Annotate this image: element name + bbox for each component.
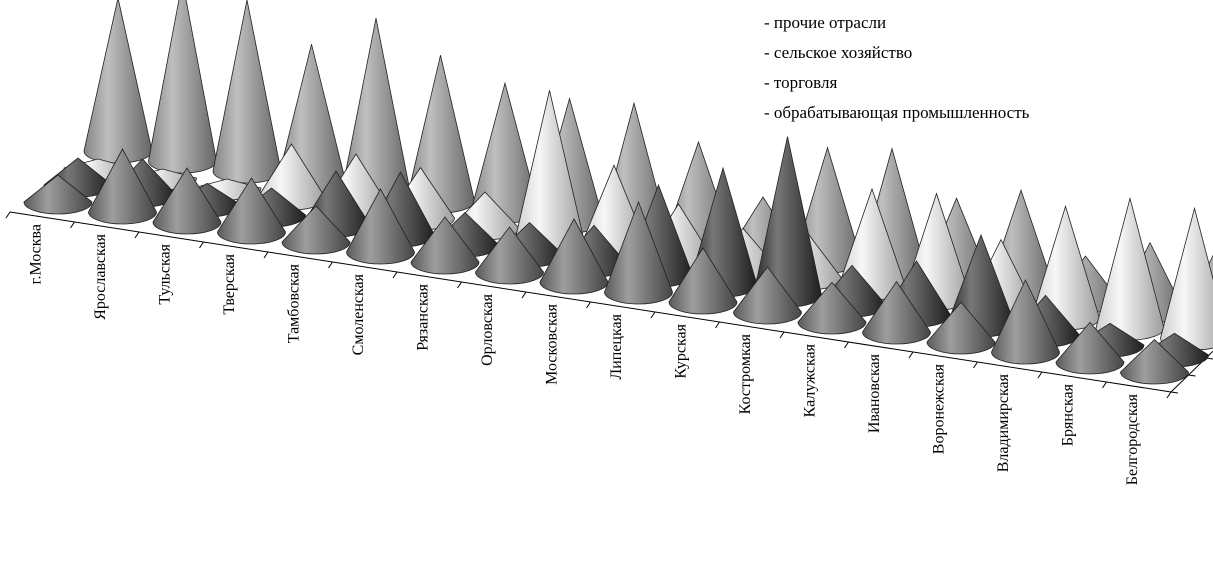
cone-body — [281, 205, 351, 255]
cone-body — [1120, 339, 1189, 385]
category-label: Воронежская — [930, 363, 947, 454]
category-label: Тульская — [156, 243, 173, 304]
cone-1-series-3 — [88, 148, 157, 225]
depth-tick — [1170, 391, 1179, 394]
category-tick — [973, 361, 978, 369]
cone-2-series-0 — [212, 0, 282, 184]
cone-body — [148, 0, 217, 174]
category-label: Костромкая — [737, 333, 754, 414]
category-tick — [328, 261, 333, 269]
category-tick — [650, 311, 656, 319]
cone-16-series-3 — [1055, 321, 1125, 375]
category-label: Брянская — [1059, 383, 1076, 446]
category-tick — [844, 341, 849, 349]
category-tick — [5, 211, 11, 219]
category-label: Рязанская — [414, 283, 431, 350]
cone-body — [23, 174, 93, 215]
cone-layer — [23, 0, 1213, 385]
category-label: Ярославская — [92, 233, 109, 319]
cone-body — [604, 200, 673, 305]
category-label: Тамбовская — [285, 263, 302, 343]
cone-0-series-3 — [23, 174, 93, 215]
category-label: г.Москва — [27, 224, 44, 284]
legend-entry-trade: - торговля — [764, 73, 837, 92]
cone-body — [797, 281, 867, 335]
cone-body — [1055, 321, 1125, 375]
category-label: Владимирская — [995, 373, 1012, 472]
category-tick — [199, 241, 204, 249]
category-label: Белгородская — [1124, 393, 1141, 485]
cone-5-series-3 — [346, 188, 415, 265]
cone-body — [862, 280, 931, 345]
category-tick — [457, 281, 462, 289]
legend-entry-other: - прочие отрасли — [764, 13, 886, 32]
cone-body — [346, 188, 415, 265]
category-tick — [263, 251, 269, 259]
cone-body — [668, 247, 738, 315]
cone-body — [926, 301, 996, 355]
category-tick — [392, 271, 398, 279]
category-tick — [1166, 391, 1172, 399]
cone-15-series-3 — [991, 279, 1060, 365]
category-label: Тверская — [221, 253, 238, 314]
category-label: Калужская — [801, 343, 818, 417]
cone-7-series-3 — [475, 226, 544, 285]
category-label: Ивановская — [866, 353, 883, 433]
cone-1-series-0 — [148, 0, 217, 174]
legend-entry-agriculture: - сельское хозяйство — [764, 43, 912, 62]
cone-3-series-3 — [217, 177, 286, 245]
cone-body — [88, 148, 157, 225]
category-tick — [715, 321, 720, 329]
cone-body — [991, 279, 1060, 365]
depth-tick — [1188, 374, 1196, 377]
cone-body — [83, 0, 153, 164]
category-label: Орловская — [479, 293, 496, 366]
category-tick — [779, 331, 785, 339]
category-tick — [1037, 371, 1043, 379]
legend: - прочие отрасли - сельское хозяйство - … — [764, 13, 1030, 122]
cone-9-series-3 — [604, 200, 673, 305]
category-tick — [134, 231, 140, 239]
category-tick — [908, 351, 914, 359]
category-label: Липецкая — [608, 313, 625, 379]
cone-body — [475, 226, 544, 285]
category-label: Смоленская — [350, 273, 367, 355]
cone-body — [217, 177, 286, 245]
cone-body — [410, 216, 480, 275]
cone-0-series-0 — [83, 0, 153, 164]
cone-10-series-3 — [668, 247, 738, 315]
category-tick — [586, 301, 591, 309]
cone-4-series-3 — [281, 205, 351, 255]
category-label: Московская — [543, 303, 560, 384]
cone-6-series-3 — [410, 216, 480, 275]
category-tick — [1102, 381, 1107, 389]
cone-11-series-3 — [733, 266, 802, 325]
cone-13-series-3 — [862, 280, 931, 345]
cone-body — [733, 266, 802, 325]
cone-17-series-3 — [1120, 339, 1189, 385]
cone-12-series-3 — [797, 281, 867, 335]
category-labels: г.Москва Ярославская Тульская Тверская Тамбо… — [27, 224, 1141, 485]
category-tick — [70, 221, 75, 229]
cone-body — [152, 167, 222, 235]
cone-14-series-3 — [926, 301, 996, 355]
category-label: Курская — [672, 323, 689, 378]
cone-body — [212, 0, 282, 184]
category-tick — [521, 291, 527, 299]
legend-entry-manufacturing: - обрабатывающая промышленность — [764, 103, 1030, 122]
cone-2-series-3 — [152, 167, 222, 235]
